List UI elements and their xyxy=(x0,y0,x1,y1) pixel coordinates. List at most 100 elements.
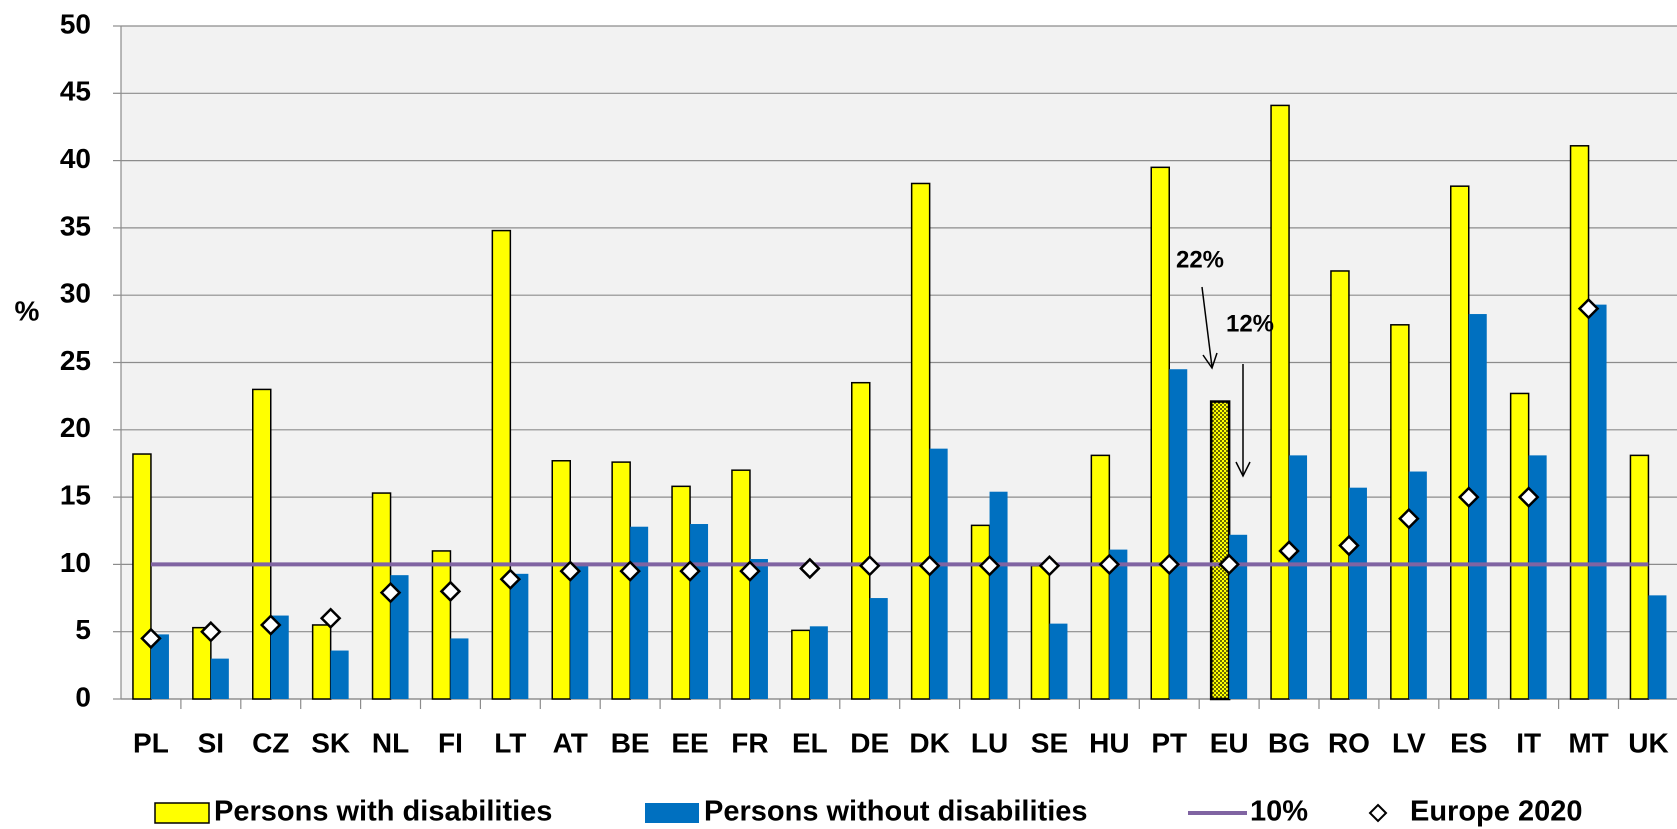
legend-label: Europe 2020 xyxy=(1410,796,1582,828)
marker xyxy=(978,554,1001,577)
bar xyxy=(570,564,589,699)
bar xyxy=(1468,314,1487,699)
x-tick-label: NL xyxy=(372,727,409,758)
bar xyxy=(791,629,811,700)
bar xyxy=(809,626,828,699)
marker xyxy=(319,607,342,630)
bar xyxy=(1629,454,1650,700)
y-tick-label: 30 xyxy=(60,278,91,309)
x-tick-label: RO xyxy=(1328,727,1370,758)
bar xyxy=(1509,392,1530,700)
marker xyxy=(1218,553,1240,576)
bar xyxy=(989,491,1008,699)
arrow-head xyxy=(1235,461,1251,478)
bar xyxy=(510,573,529,699)
annotation: 22% xyxy=(1176,246,1224,273)
annotation-arrow xyxy=(1201,286,1213,368)
bar xyxy=(1528,455,1547,699)
x-tick-label: PL xyxy=(133,727,169,758)
marker xyxy=(858,554,881,577)
bar xyxy=(851,381,871,700)
x-tick-label: LU xyxy=(971,727,1008,758)
arrow-head xyxy=(1202,352,1218,370)
bar xyxy=(1648,595,1667,699)
marker xyxy=(799,557,821,580)
y-tick-label: 25 xyxy=(60,345,91,376)
x-tick-label: HU xyxy=(1089,727,1129,758)
x-tick-label: SI xyxy=(198,727,224,758)
x-tick-label: LT xyxy=(494,727,526,758)
marker xyxy=(140,627,162,650)
bar xyxy=(1229,534,1248,699)
marker xyxy=(918,554,941,577)
x-tick-label: DK xyxy=(909,727,949,758)
bar xyxy=(210,658,229,699)
bar xyxy=(1289,455,1308,699)
bar xyxy=(1030,564,1051,700)
bar xyxy=(132,453,152,700)
marker xyxy=(200,620,222,643)
bar xyxy=(1150,166,1170,700)
marker xyxy=(1457,486,1480,508)
bar xyxy=(1348,487,1367,699)
bar xyxy=(1209,400,1231,701)
marker xyxy=(259,614,282,636)
y-tick-label: 20 xyxy=(60,412,91,443)
x-tick-label: EL xyxy=(792,727,828,758)
x-tick-label: PT xyxy=(1151,727,1187,758)
marker xyxy=(439,580,462,603)
y-tick-label: 0 xyxy=(75,681,91,712)
x-tick-label: BG xyxy=(1268,727,1310,758)
bar xyxy=(551,460,571,700)
bar xyxy=(869,598,888,699)
x-tick-label: AT xyxy=(553,727,588,758)
x-tick-label: FR xyxy=(731,727,768,758)
legend-swatch xyxy=(1368,803,1388,823)
bar xyxy=(910,182,931,700)
bar xyxy=(1109,549,1128,699)
x-tick-label: DE xyxy=(850,727,889,758)
x-tick-label: UK xyxy=(1628,727,1668,758)
x-tick-label: MT xyxy=(1568,727,1608,758)
bar xyxy=(630,526,649,699)
bar xyxy=(330,650,349,699)
bar xyxy=(1450,185,1470,700)
x-tick-label: EU xyxy=(1210,727,1249,758)
x-tick-label: LV xyxy=(1392,727,1426,758)
marker xyxy=(1038,554,1061,577)
legend-swatch xyxy=(645,803,699,823)
bar xyxy=(150,634,169,699)
marker xyxy=(1098,553,1121,576)
bar xyxy=(970,524,991,700)
marker xyxy=(559,560,582,582)
y-tick-label: 15 xyxy=(60,479,91,510)
x-tick-label: SE xyxy=(1031,727,1068,758)
marker xyxy=(1517,486,1540,508)
bar xyxy=(1588,304,1607,699)
x-tick-label: SK xyxy=(311,727,350,758)
y-tick-label: 10 xyxy=(60,547,91,578)
bar xyxy=(252,388,272,700)
legend-label: Persons with disabilities xyxy=(214,796,552,828)
bar xyxy=(749,559,768,699)
marker xyxy=(1577,297,1600,320)
legend-label: 10% xyxy=(1250,796,1308,828)
x-tick-label: FI xyxy=(438,727,463,758)
bar xyxy=(1169,369,1188,699)
bar xyxy=(491,229,512,700)
marker xyxy=(679,560,701,582)
marker xyxy=(739,560,761,582)
bar xyxy=(450,638,469,699)
x-tick-label: BE xyxy=(611,727,650,758)
y-tick-label: 50 xyxy=(60,8,91,39)
marker xyxy=(619,560,641,582)
marker xyxy=(1158,553,1181,576)
marker xyxy=(1338,534,1360,557)
bar xyxy=(270,615,289,699)
x-tick-label: CZ xyxy=(252,727,289,758)
bar xyxy=(1408,471,1427,699)
bar xyxy=(1049,623,1068,699)
bar xyxy=(1569,145,1590,700)
